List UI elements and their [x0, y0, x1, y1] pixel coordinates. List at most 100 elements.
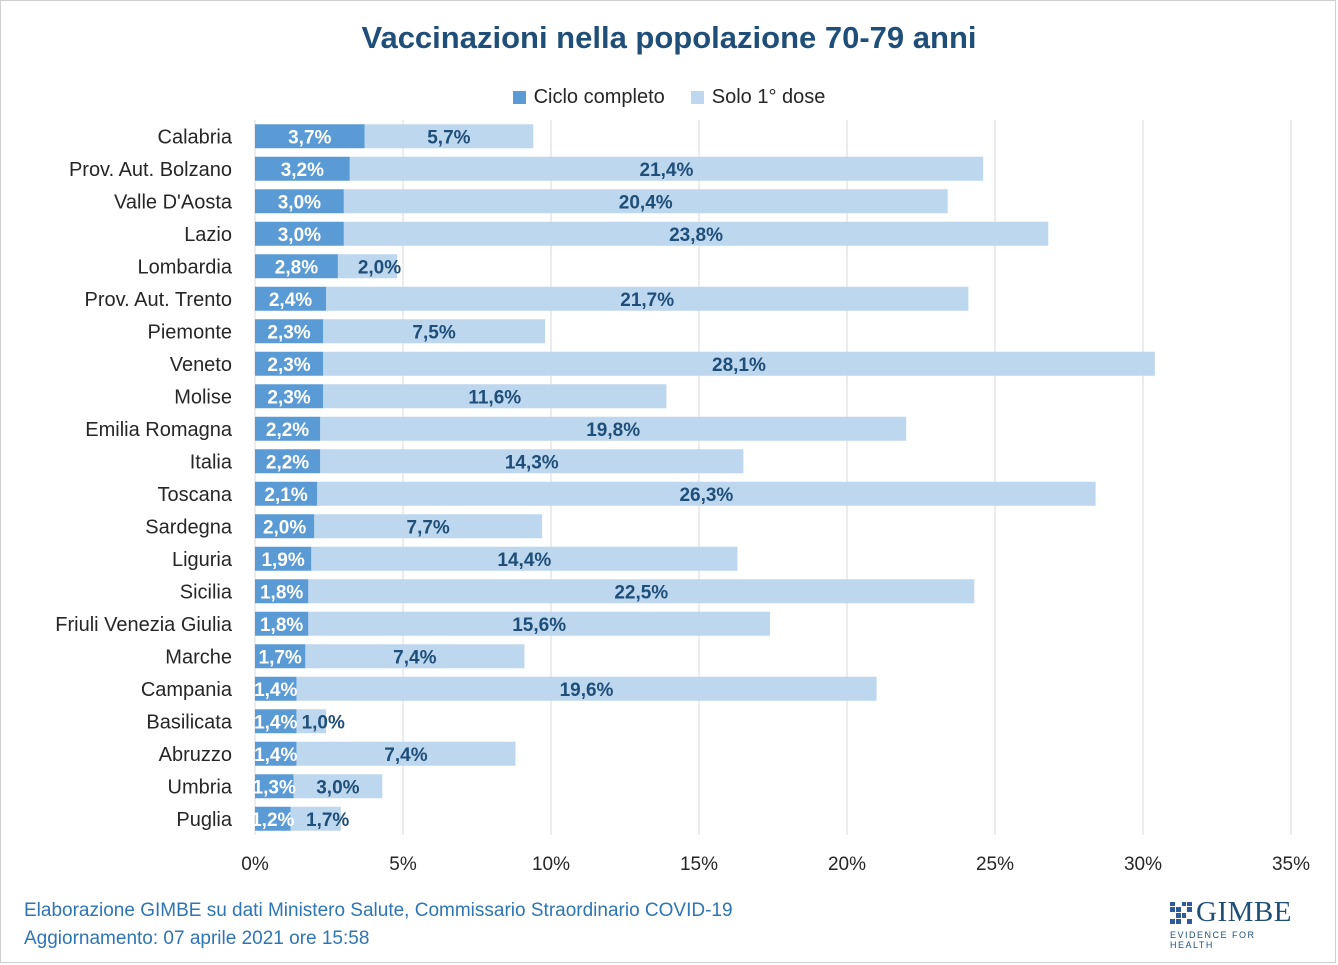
- bar-ciclo-completo: [255, 709, 297, 734]
- data-label-ciclo-completo: 1,2%: [251, 810, 294, 831]
- bar-ciclo-completo: [255, 156, 350, 181]
- bar-solo-prima-dose: [323, 384, 667, 409]
- x-tick-label: 30%: [1124, 854, 1162, 875]
- data-label-ciclo-completo: 3,0%: [278, 225, 321, 246]
- bar-ciclo-completo: [255, 254, 338, 279]
- category-label: Italia: [190, 451, 233, 473]
- data-label-ciclo-completo: 1,4%: [254, 745, 297, 766]
- gimbe-logo-mark-icon: [1170, 901, 1192, 924]
- data-label-ciclo-completo: 1,8%: [260, 615, 303, 636]
- bar-ciclo-completo: [255, 806, 291, 831]
- x-tick-label: 10%: [532, 854, 570, 875]
- bar-ciclo-completo: [255, 221, 344, 246]
- data-label-ciclo-completo: 2,3%: [267, 355, 310, 376]
- bar-ciclo-completo: [255, 741, 297, 766]
- bar-solo-prima-dose: [320, 449, 744, 474]
- data-label-solo-prima-dose: 1,0%: [302, 712, 345, 733]
- bar-solo-prima-dose: [343, 221, 1049, 246]
- bar-solo-prima-dose: [314, 514, 543, 539]
- bar-solo-prima-dose: [320, 416, 907, 441]
- bar-solo-prima-dose: [296, 741, 516, 766]
- bar-ciclo-completo: [255, 319, 324, 344]
- category-label: Prov. Aut. Bolzano: [69, 159, 232, 181]
- data-label-solo-prima-dose: 23,8%: [669, 225, 723, 246]
- bar-ciclo-completo: [255, 644, 306, 669]
- category-label: Molise: [174, 386, 232, 408]
- bar-solo-prima-dose: [343, 189, 948, 214]
- legend-item-ciclo-completo: Ciclo completo: [512, 86, 665, 109]
- bar-ciclo-completo: [255, 611, 309, 636]
- data-label-solo-prima-dose: 26,3%: [679, 485, 733, 506]
- category-label: Basilicata: [146, 711, 232, 733]
- data-label-solo-prima-dose: 19,6%: [560, 680, 614, 701]
- data-label-ciclo-completo: 2,2%: [266, 420, 309, 441]
- category-label: Umbria: [168, 776, 233, 798]
- category-label: Sardegna: [145, 516, 233, 538]
- category-label: Prov. Aut. Trento: [85, 289, 232, 311]
- data-label-ciclo-completo: 1,9%: [261, 550, 304, 571]
- data-label-ciclo-completo: 1,7%: [259, 647, 302, 668]
- bar-ciclo-completo: [255, 351, 324, 376]
- bar-ciclo-completo: [255, 481, 318, 506]
- category-label: Marche: [165, 646, 232, 668]
- legend-label-solo-prima-dose: Solo 1° dose: [711, 86, 826, 108]
- bar-solo-prima-dose: [323, 319, 546, 344]
- bar-ciclo-completo: [255, 416, 321, 441]
- data-label-ciclo-completo: 3,0%: [278, 192, 321, 213]
- bar-solo-prima-dose: [296, 709, 327, 734]
- data-label-solo-prima-dose: 14,3%: [505, 452, 559, 473]
- bar-ciclo-completo: [255, 384, 324, 409]
- data-label-solo-prima-dose: 7,7%: [407, 517, 450, 538]
- data-label-ciclo-completo: 1,3%: [253, 777, 296, 798]
- bar-solo-prima-dose: [308, 611, 771, 636]
- bar-ciclo-completo: [255, 774, 294, 799]
- footer-line-source: Elaborazione GIMBE su dati Ministero Sal…: [24, 900, 733, 921]
- data-label-ciclo-completo: 1,8%: [260, 582, 303, 603]
- data-label-ciclo-completo: 3,2%: [281, 160, 324, 181]
- x-tick-label: 20%: [828, 854, 866, 875]
- footer-source: Elaborazione GIMBE su dati Ministero Sal…: [24, 897, 733, 953]
- chart-title: Vaccinazioni nella popolazione 70-79 ann…: [361, 20, 977, 55]
- bar-ciclo-completo: [255, 514, 315, 539]
- data-label-solo-prima-dose: 21,4%: [640, 160, 694, 181]
- category-label: Valle D'Aosta: [114, 191, 233, 213]
- data-label-ciclo-completo: 2,3%: [267, 322, 310, 343]
- bar-ciclo-completo: [255, 676, 297, 701]
- bar-ciclo-completo: [255, 124, 365, 149]
- bar-solo-prima-dose: [308, 579, 975, 604]
- data-label-ciclo-completo: 2,2%: [266, 452, 309, 473]
- data-label-solo-prima-dose: 15,6%: [512, 615, 566, 636]
- bar-solo-prima-dose: [317, 481, 1096, 506]
- data-label-solo-prima-dose: 19,8%: [586, 420, 640, 441]
- data-label-ciclo-completo: 2,8%: [275, 257, 318, 278]
- bar-solo-prima-dose: [364, 124, 534, 149]
- data-label-solo-prima-dose: 11,6%: [468, 387, 521, 408]
- category-label: Toscana: [158, 484, 233, 506]
- x-tick-label: 35%: [1272, 854, 1310, 875]
- bar-ciclo-completo: [255, 579, 309, 604]
- legend-label-ciclo-completo: Ciclo completo: [533, 86, 665, 108]
- data-label-solo-prima-dose: 7,4%: [384, 745, 427, 766]
- data-label-ciclo-completo: 2,1%: [264, 485, 307, 506]
- legend-swatch-ciclo-completo: [512, 91, 526, 104]
- bar-ciclo-completo: [255, 286, 327, 311]
- bar-solo-prima-dose: [337, 254, 398, 279]
- category-label: Puglia: [176, 809, 232, 831]
- category-label: Piemonte: [148, 321, 233, 343]
- x-tick-label: 0%: [241, 854, 269, 875]
- data-label-solo-prima-dose: 21,7%: [620, 290, 674, 311]
- bar-solo-prima-dose: [290, 806, 341, 831]
- category-label: Emilia Romagna: [85, 419, 233, 441]
- data-label-ciclo-completo: 1,4%: [254, 712, 297, 733]
- x-tick-label: 15%: [680, 854, 718, 875]
- data-label-ciclo-completo: 2,4%: [269, 290, 312, 311]
- bar-solo-prima-dose: [311, 546, 738, 571]
- bar-ciclo-completo: [255, 189, 344, 214]
- data-label-solo-prima-dose: 7,4%: [393, 647, 436, 668]
- data-label-solo-prima-dose: 14,4%: [497, 550, 551, 571]
- data-label-solo-prima-dose: 28,1%: [712, 355, 766, 376]
- data-label-ciclo-completo: 1,4%: [254, 680, 297, 701]
- bar-ciclo-completo: [255, 449, 321, 474]
- bar-solo-prima-dose: [305, 644, 525, 669]
